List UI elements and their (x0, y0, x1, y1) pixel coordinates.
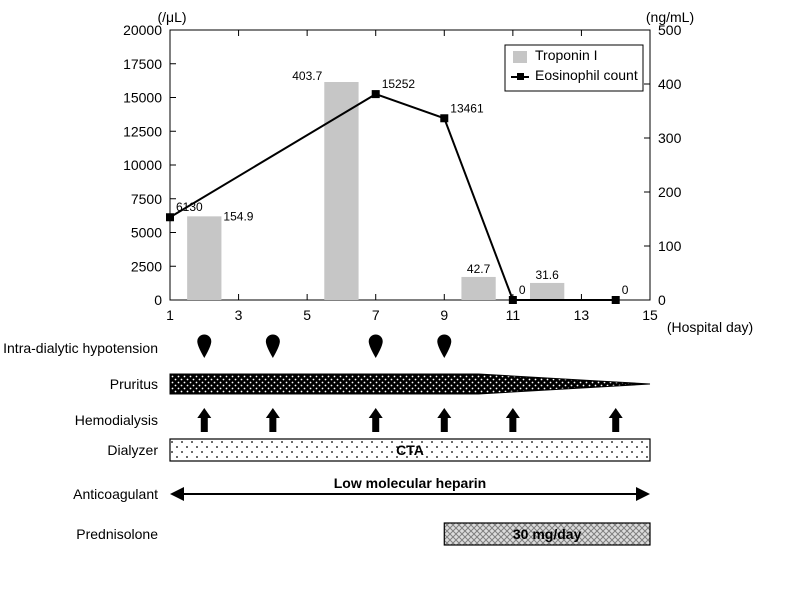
anticoagulant-arrow-left (170, 487, 184, 501)
x-tick-label: 11 (506, 307, 521, 323)
x-tick-label: 1 (166, 307, 174, 323)
legend-label: Troponin I (535, 47, 598, 63)
x-tick-label: 15 (642, 307, 658, 323)
yright-tick-label: 200 (658, 184, 682, 200)
x-tick-label: 7 (372, 307, 380, 323)
line-marker (509, 296, 517, 304)
hemodialysis-arrow (437, 408, 451, 432)
bar-value-label: 42.7 (467, 262, 491, 276)
hypotension-marker (266, 335, 280, 358)
hemodialysis-arrow (197, 408, 211, 432)
line-marker (440, 114, 448, 122)
yright-unit-label: (ng/mL) (646, 9, 694, 25)
yleft-tick-label: 7500 (131, 191, 162, 207)
row-label-prednisolone: Prednisolone (76, 526, 158, 542)
legend-swatch-bar (513, 51, 527, 63)
yright-tick-label: 0 (658, 292, 666, 308)
yleft-tick-label: 15000 (123, 90, 162, 106)
x-tick-label: 5 (303, 307, 311, 323)
chart-area: 0250050007500100001250015000175002000001… (123, 9, 753, 335)
yleft-tick-label: 12500 (123, 123, 162, 139)
prednisolone-bar-label: 30 mg/day (513, 526, 582, 542)
yright-tick-label: 400 (658, 76, 682, 92)
yleft-tick-label: 17500 (123, 56, 162, 72)
row-label-hypotension: Intra-dialytic hypotension (3, 340, 158, 356)
line-value-label: 0 (519, 283, 526, 297)
line-value-label: 15252 (382, 77, 416, 91)
yleft-tick-label: 10000 (123, 157, 162, 173)
x-tick-label: 9 (440, 307, 448, 323)
hypotension-marker (197, 335, 211, 358)
line-marker (612, 296, 620, 304)
bar (461, 277, 495, 300)
legend-swatch-marker (517, 73, 524, 80)
row-label-hemodialysis: Hemodialysis (75, 412, 158, 428)
anticoagulant-arrow-right (636, 487, 650, 501)
bar-value-label: 403.7 (292, 69, 322, 83)
timeline-area: Intra-dialytic hypotension Pruritus Hemodi… (3, 335, 650, 545)
x-tick-label: 13 (574, 307, 590, 323)
dialyzer-bar-label: CTA (396, 442, 424, 458)
line-marker (166, 213, 174, 221)
row-label-pruritus: Pruritus (110, 376, 158, 392)
hypotension-marker (437, 335, 451, 358)
legend-label: Eosinophil count (535, 67, 638, 83)
line-marker (372, 90, 380, 98)
bar (187, 216, 221, 300)
yleft-tick-label: 5000 (131, 225, 162, 241)
legend: Troponin I Eosinophil count (505, 45, 643, 91)
bar-value-label: 31.6 (535, 268, 559, 282)
yright-tick-label: 100 (658, 238, 682, 254)
yleft-tick-label: 0 (154, 292, 162, 308)
x-caption: (Hospital day) (667, 319, 753, 335)
bar-value-label: 154.9 (223, 209, 253, 223)
line-value-label: 13461 (450, 101, 484, 115)
pririus-bar (170, 374, 650, 394)
figure-canvas: 0250050007500100001250015000175002000001… (0, 0, 800, 596)
yright-tick-label: 300 (658, 130, 682, 146)
row-label-anticoagulant: Anticoagulant (73, 486, 158, 502)
hemodialysis-arrow (369, 408, 383, 432)
hemodialysis-arrow (506, 408, 520, 432)
hemodialysis-arrow (609, 408, 623, 432)
line-value-label: 6130 (176, 200, 203, 214)
anticoagulant-label: Low molecular heparin (334, 475, 486, 491)
x-tick-label: 3 (235, 307, 243, 323)
line-value-label: 0 (622, 283, 629, 297)
row-label-dialyzer: Dialyzer (107, 442, 158, 458)
hypotension-marker (369, 335, 383, 358)
bar (530, 283, 564, 300)
yleft-tick-label: 2500 (131, 258, 162, 274)
yleft-tick-label: 20000 (123, 22, 162, 38)
figure-svg: 0250050007500100001250015000175002000001… (0, 0, 800, 596)
hemodialysis-arrow (266, 408, 280, 432)
yleft-unit-label: (/μL) (157, 9, 186, 25)
